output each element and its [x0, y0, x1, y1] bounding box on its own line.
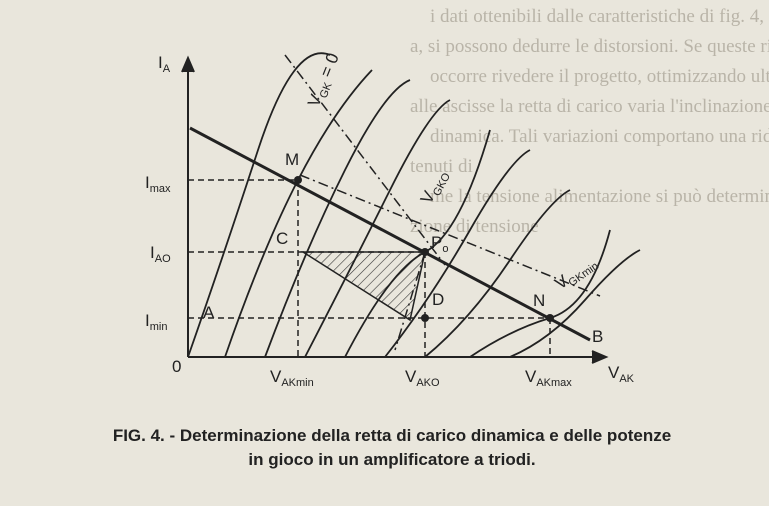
label-main: I	[145, 311, 150, 330]
label-sub: AO	[155, 253, 171, 265]
label: VAKO	[405, 367, 440, 389]
label-main: I	[158, 53, 163, 72]
label-main: V	[525, 367, 537, 386]
background-line: alle ascisse la retta di carico varia l'…	[410, 96, 769, 117]
point-label: C	[276, 229, 288, 248]
label: VAK	[608, 363, 635, 385]
diagram	[181, 52, 641, 364]
background-text: i dati ottenibili dalle caratteristiche …	[410, 6, 769, 237]
background-line: a, si possono dedurre le distorsioni. Se…	[410, 36, 769, 57]
label-sub: A	[163, 63, 171, 75]
label-sub: min	[150, 321, 168, 333]
label: IAO	[150, 243, 171, 265]
label-main: V	[608, 363, 620, 382]
label-sub: max	[150, 183, 171, 195]
label: Imin	[145, 311, 167, 333]
label-sub: AKmax	[536, 377, 572, 389]
point-label: A	[203, 303, 215, 322]
label-rest: = 0	[314, 50, 342, 84]
background-line: occorre rivedere il progetto, ottimizzan…	[430, 66, 769, 87]
label-sub: GK	[318, 80, 335, 100]
label-main: I	[150, 243, 155, 262]
caption-line: in gioco in un amplificatore a triodi.	[248, 450, 535, 469]
point-sub: o	[442, 243, 448, 255]
label-sub: AKmin	[281, 377, 313, 389]
point-label: N	[533, 291, 545, 310]
background-line: me la tensione alimentazione si può dete…	[430, 186, 769, 207]
label-sub: AK	[619, 373, 634, 385]
background-line: i dati ottenibili dalle caratteristiche …	[430, 6, 769, 27]
label: VAKmax	[525, 367, 572, 389]
label: Imax	[145, 173, 171, 195]
label-sub: AKO	[416, 377, 440, 389]
point-label: 0	[172, 357, 181, 376]
label: VGKmin	[551, 252, 600, 296]
point-label: D	[432, 290, 444, 309]
label-sub: GKmin	[566, 260, 600, 289]
background-line: dinamica. Tali variazioni comportano una…	[430, 126, 769, 147]
caption-line: FIG. 4. - Determinazione della retta di …	[113, 426, 671, 445]
label: VGK = 0	[304, 50, 345, 110]
label-main: V	[270, 367, 282, 386]
background-line: zione di tensione	[410, 216, 539, 237]
label: IA	[158, 53, 171, 75]
label-main: V	[405, 367, 417, 386]
point-label: B	[592, 327, 603, 346]
point-label: M	[285, 150, 299, 169]
background-line: tenuti di	[410, 156, 473, 177]
label: VAKmin	[270, 367, 314, 389]
label-main: I	[145, 173, 150, 192]
